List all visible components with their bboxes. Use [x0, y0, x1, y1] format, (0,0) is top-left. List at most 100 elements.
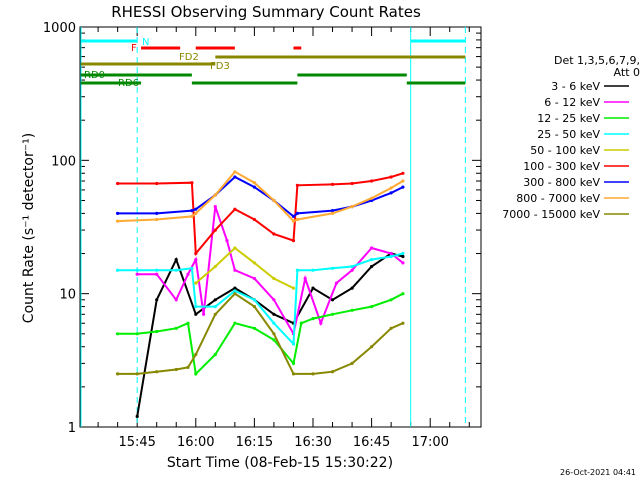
y-tick-label: 10 [59, 288, 76, 303]
series-point [401, 179, 405, 183]
series-point [155, 211, 159, 215]
series-point [350, 361, 354, 365]
flag-label: F [131, 43, 137, 54]
series-point [311, 317, 315, 321]
legend-label: 12 - 25 keV [537, 112, 600, 125]
series-point [401, 292, 405, 296]
series-point [330, 211, 335, 215]
series-point [194, 207, 198, 211]
series-point [174, 258, 178, 262]
legend-label: 300 - 800 keV [523, 176, 600, 189]
series-point [272, 298, 276, 302]
series-line [117, 292, 404, 376]
series-point [295, 211, 299, 215]
series-point [370, 179, 374, 183]
series-point [233, 175, 237, 179]
series-point [370, 305, 374, 309]
series-point [252, 217, 256, 222]
series-point [272, 198, 276, 203]
series-point [213, 228, 217, 232]
series-point [194, 372, 198, 376]
x-tick-label: 16:00 [177, 435, 214, 450]
series-point [225, 239, 229, 243]
series-point [155, 329, 159, 334]
series-point [233, 321, 237, 325]
series-point [233, 289, 237, 293]
flag-label: FD3 [210, 61, 230, 72]
series-point [401, 261, 405, 265]
series-point [116, 332, 120, 336]
series-point [174, 298, 178, 302]
series-point [295, 183, 299, 187]
series-point [311, 268, 315, 272]
series-point [155, 217, 159, 222]
series-point [116, 268, 120, 272]
series-point [252, 185, 256, 189]
series-point [233, 268, 237, 272]
series-point [186, 365, 190, 369]
legend-header: Det 1,3,5,6,7,9, [554, 54, 640, 67]
y-tick-label: 100 [51, 154, 76, 169]
series-point [186, 272, 190, 276]
series-point [213, 264, 217, 269]
series-point [116, 219, 120, 223]
flag-bars: NF FD2 FD3 RD0 RD6 [81, 37, 466, 89]
series-point [233, 246, 237, 250]
axis-ticks [80, 27, 481, 428]
series-point [291, 286, 296, 290]
series-point [319, 321, 323, 325]
series-point [213, 352, 217, 357]
series-point [233, 286, 237, 290]
series-line [195, 246, 294, 289]
series-point [389, 298, 393, 302]
series-point [190, 214, 194, 218]
plot-frame [79, 26, 482, 428]
series-point [252, 326, 256, 330]
series-point [116, 181, 120, 186]
series-point [389, 251, 393, 256]
series-point [350, 205, 354, 209]
series-point [202, 312, 206, 316]
series-point [291, 361, 296, 365]
series-point [389, 254, 393, 259]
series-point [155, 370, 159, 374]
series-point [272, 232, 276, 236]
series-point [291, 342, 296, 346]
series-point [291, 372, 296, 376]
series-point [272, 321, 276, 325]
series-point [401, 251, 405, 256]
legend-header: Att 0 [614, 66, 640, 79]
legend-label: 800 - 7000 keV [516, 192, 600, 205]
series-point [252, 276, 256, 281]
series-point [330, 298, 335, 302]
series-point [330, 209, 335, 213]
series-point [350, 264, 354, 269]
series-point [252, 181, 256, 185]
series-point [135, 268, 139, 272]
series-point [370, 345, 374, 349]
series-point [350, 308, 354, 312]
series-point [213, 305, 217, 309]
series-point [272, 338, 276, 342]
series-point [194, 305, 198, 309]
footer-timestamp: 26-Oct-2021 04:41 [560, 468, 636, 477]
legend-label: 3 - 6 keV [551, 80, 600, 93]
series-point [194, 312, 198, 316]
x-tick-label: 15:45 [118, 435, 155, 450]
series-point [213, 312, 217, 316]
time-markers [80, 27, 466, 427]
series-point [311, 372, 315, 376]
series-point [330, 312, 335, 316]
series-point [299, 321, 303, 325]
series-point [135, 332, 139, 336]
series-point [190, 181, 194, 185]
series-point [330, 182, 335, 186]
series-point [303, 276, 307, 281]
series-point [252, 298, 256, 302]
series-point [174, 367, 178, 372]
series-point [233, 170, 237, 174]
series-point [155, 268, 159, 272]
x-tick-label: 16:15 [236, 435, 273, 450]
series-point [350, 268, 354, 272]
legend: Det 1,3,5,6,7,9,Att 0 3 - 6 keV 6 - 12 keV… [502, 54, 640, 221]
